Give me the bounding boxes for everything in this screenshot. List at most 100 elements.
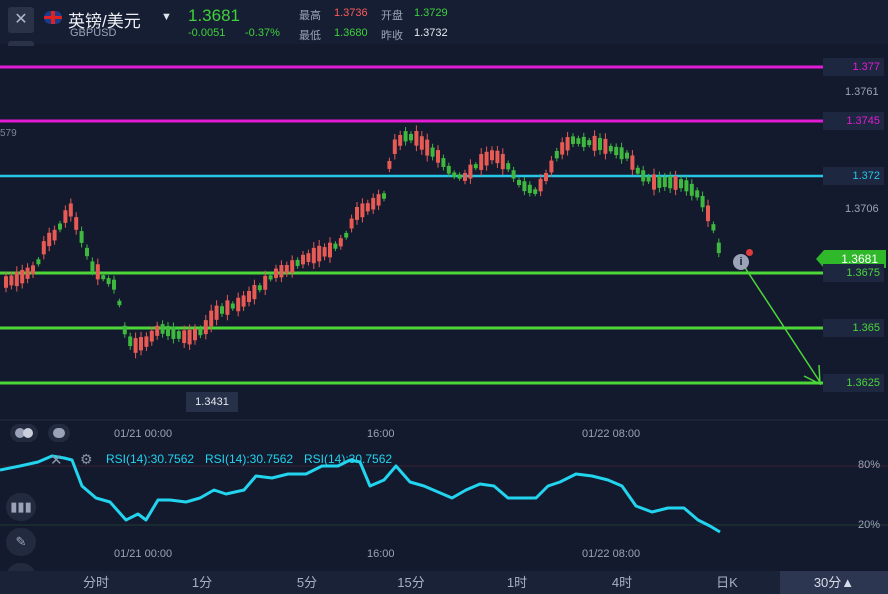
candle-body — [193, 328, 197, 341]
rsi-time-label: 01/22 08:00 — [582, 548, 641, 560]
candle-body — [268, 275, 273, 280]
candle-body — [112, 279, 116, 290]
candle-body — [63, 210, 68, 223]
candle-body — [14, 271, 19, 287]
tf-30m-active[interactable]: 30分▲ — [780, 571, 888, 594]
candle-body — [511, 170, 516, 179]
candle-body — [565, 137, 570, 151]
candle-body — [554, 150, 559, 159]
candle-body — [106, 278, 111, 285]
candle-body — [214, 305, 219, 320]
candlestick-icon[interactable]: ▮▮▮ — [6, 493, 36, 521]
symbol-code: GBPUSD — [70, 27, 117, 39]
candle-body — [598, 137, 602, 151]
candle-body — [538, 178, 543, 192]
candle-body — [95, 264, 100, 280]
price-box-1365: 1.365 — [823, 319, 884, 337]
tf-4h[interactable]: 4时 — [611, 575, 633, 590]
high-label: 最高 — [299, 10, 321, 22]
candle-body — [592, 135, 597, 151]
prev-close-value: 1.3732 — [414, 27, 448, 39]
change-percent: -0.37% — [245, 27, 280, 39]
rsi-level-20: 20% — [858, 519, 881, 531]
tf-1h[interactable]: 1时 — [506, 575, 528, 590]
candle-body — [139, 337, 143, 351]
rsi-level-80: 80% — [858, 459, 881, 471]
candle-body — [403, 131, 408, 142]
candle-body — [68, 203, 73, 217]
candle-body — [85, 247, 89, 257]
candle-body — [317, 245, 322, 262]
price-box-13675: 1.3675 — [823, 264, 884, 282]
candle-body — [279, 265, 284, 278]
current-price-tag: 1.3681 — [816, 250, 886, 268]
candle-body — [257, 285, 262, 291]
pen-icon[interactable]: ✎ — [6, 528, 36, 556]
candle-body — [581, 136, 586, 148]
current-price: 1.3681 — [188, 6, 240, 25]
candle-body — [468, 164, 473, 179]
candle-body — [619, 147, 624, 160]
candle-body — [344, 232, 349, 238]
candle-body — [679, 179, 683, 189]
candle-body — [203, 320, 208, 335]
tf-15m[interactable]: 15分 — [397, 575, 425, 590]
tf-daily[interactable]: 日K — [716, 575, 738, 590]
candle-body — [149, 330, 154, 342]
eye-toggle-icon[interactable] — [48, 424, 70, 442]
close-icon[interactable]: ✕ — [8, 7, 34, 33]
candle-body — [630, 155, 635, 170]
info-icon[interactable]: i — [733, 254, 749, 270]
candle-body — [463, 173, 467, 181]
rsi-time-label: 01/21 00:00 — [114, 548, 173, 560]
symbol-name[interactable]: 英镑/美元 — [68, 12, 141, 31]
candle-body — [473, 164, 478, 169]
candle-body — [662, 177, 667, 187]
candle-body — [549, 160, 554, 173]
candle-body — [382, 193, 386, 199]
candle-body — [452, 172, 457, 177]
candle-body — [284, 265, 289, 274]
candle-body — [20, 269, 25, 284]
candle-body — [716, 242, 721, 254]
candle-body — [209, 310, 214, 327]
candle-body — [328, 242, 332, 258]
candle-body — [490, 150, 494, 161]
candle-body — [171, 327, 176, 339]
candle-body — [160, 324, 165, 334]
candle-body — [220, 306, 224, 314]
candle-body — [371, 197, 376, 210]
high-value: 1.3736 — [334, 7, 368, 19]
price-box-13625: 1.3625 — [823, 374, 884, 392]
candle-body — [646, 176, 651, 182]
candle-body — [176, 331, 181, 339]
overlay-toggle-icon[interactable] — [10, 424, 38, 442]
settings-icon[interactable]: ⚙ — [80, 451, 93, 467]
candle-body — [198, 328, 203, 336]
candlestick-chart[interactable] — [0, 46, 888, 571]
axis-label-13761: 1.3761 — [845, 86, 879, 98]
candle-body — [425, 139, 430, 156]
candle-body — [587, 140, 592, 146]
candle-body — [166, 325, 170, 337]
candle-body — [409, 133, 413, 141]
candle-body — [479, 154, 484, 170]
tf-fenshi[interactable]: 分时 — [82, 575, 109, 590]
time-label: 01/21 00:00 — [114, 428, 173, 440]
rsi-label-2: RSI(14):30.7562 — [205, 452, 294, 466]
candle-body — [544, 172, 548, 182]
dropdown-icon[interactable]: ▼ — [161, 11, 172, 23]
candle-body — [668, 176, 673, 189]
price-box-1377: 1.377 — [823, 58, 884, 76]
candle-body — [608, 145, 613, 152]
tf-1m[interactable]: 1分 — [191, 575, 213, 590]
candle-body — [527, 184, 532, 194]
trend-arrow-line[interactable] — [739, 259, 821, 383]
candle-body — [700, 195, 705, 208]
tf-5m[interactable]: 5分 — [296, 575, 318, 590]
rsi-label-3: RSI(14):30.7562 — [304, 452, 393, 466]
candle-body — [446, 165, 451, 174]
close-indicator-icon[interactable]: ✕ — [50, 452, 63, 469]
candle-body — [122, 325, 127, 335]
candle-body — [4, 276, 8, 288]
